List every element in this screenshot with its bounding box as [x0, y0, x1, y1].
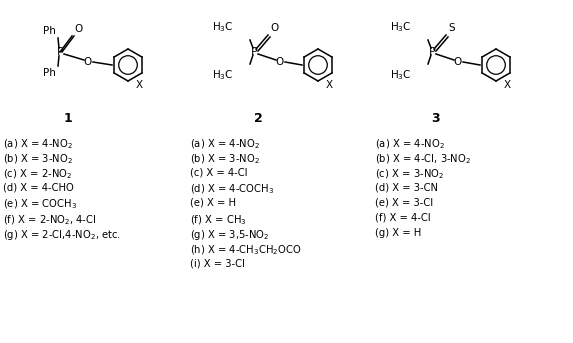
Text: S: S: [448, 23, 454, 33]
Text: (e) X = 3-Cl: (e) X = 3-Cl: [375, 198, 433, 208]
Text: P: P: [57, 47, 64, 57]
Text: O: O: [276, 57, 284, 67]
Text: (g) X = 3,5-NO$_2$: (g) X = 3,5-NO$_2$: [190, 228, 269, 242]
Text: 1: 1: [64, 111, 72, 125]
Text: (i) X = 3-Cl: (i) X = 3-Cl: [190, 259, 245, 269]
Text: X: X: [136, 80, 143, 90]
Text: (c) X = 4-Cl: (c) X = 4-Cl: [190, 167, 248, 177]
Text: (f) X = 2-NO$_2$, 4-Cl: (f) X = 2-NO$_2$, 4-Cl: [3, 213, 96, 227]
Text: (d) X = 4-COCH$_3$: (d) X = 4-COCH$_3$: [190, 182, 274, 196]
Text: (g) X = H: (g) X = H: [375, 228, 421, 238]
Text: (f) X = CH$_3$: (f) X = CH$_3$: [190, 213, 246, 227]
Text: (g) X = 2-Cl,4-NO$_2$, etc.: (g) X = 2-Cl,4-NO$_2$, etc.: [3, 228, 121, 242]
Text: (c) X = 3-NO$_2$: (c) X = 3-NO$_2$: [375, 167, 444, 181]
Text: H$_3$C: H$_3$C: [213, 20, 234, 34]
Text: O: O: [270, 23, 278, 33]
Text: P: P: [429, 47, 435, 57]
Text: P: P: [250, 47, 257, 57]
Text: (h) X = 4-CH$_3$CH$_2$OCO: (h) X = 4-CH$_3$CH$_2$OCO: [190, 244, 302, 257]
Text: X: X: [326, 80, 333, 90]
Text: (f) X = 4-Cl: (f) X = 4-Cl: [375, 213, 431, 223]
Text: O: O: [84, 57, 92, 67]
Text: H$_3$C: H$_3$C: [213, 68, 234, 82]
Text: (e) X = H: (e) X = H: [190, 198, 236, 208]
Text: (a) X = 4-NO$_2$: (a) X = 4-NO$_2$: [190, 137, 260, 151]
Text: Ph: Ph: [43, 26, 56, 36]
Text: (b) X = 4-Cl, 3-NO$_2$: (b) X = 4-Cl, 3-NO$_2$: [375, 152, 471, 166]
Text: 2: 2: [254, 111, 262, 125]
Text: H$_3$C: H$_3$C: [390, 68, 412, 82]
Text: X: X: [504, 80, 511, 90]
Text: (d) X = 3-CN: (d) X = 3-CN: [375, 182, 438, 193]
Text: O: O: [74, 24, 83, 34]
Text: (b) X = 3-NO$_2$: (b) X = 3-NO$_2$: [3, 152, 73, 166]
Text: (e) X = COCH$_3$: (e) X = COCH$_3$: [3, 198, 77, 211]
Text: 3: 3: [431, 111, 440, 125]
Text: (a) X = 4-NO$_2$: (a) X = 4-NO$_2$: [3, 137, 73, 151]
Text: (a) X = 4-NO$_2$: (a) X = 4-NO$_2$: [375, 137, 445, 151]
Text: (b) X = 3-NO$_2$: (b) X = 3-NO$_2$: [190, 152, 260, 166]
Text: Ph: Ph: [43, 68, 56, 78]
Text: (d) X = 4-CHO: (d) X = 4-CHO: [3, 182, 74, 193]
Text: O: O: [454, 57, 462, 67]
Text: (c) X = 2-NO$_2$: (c) X = 2-NO$_2$: [3, 167, 72, 181]
Text: H$_3$C: H$_3$C: [390, 20, 412, 34]
